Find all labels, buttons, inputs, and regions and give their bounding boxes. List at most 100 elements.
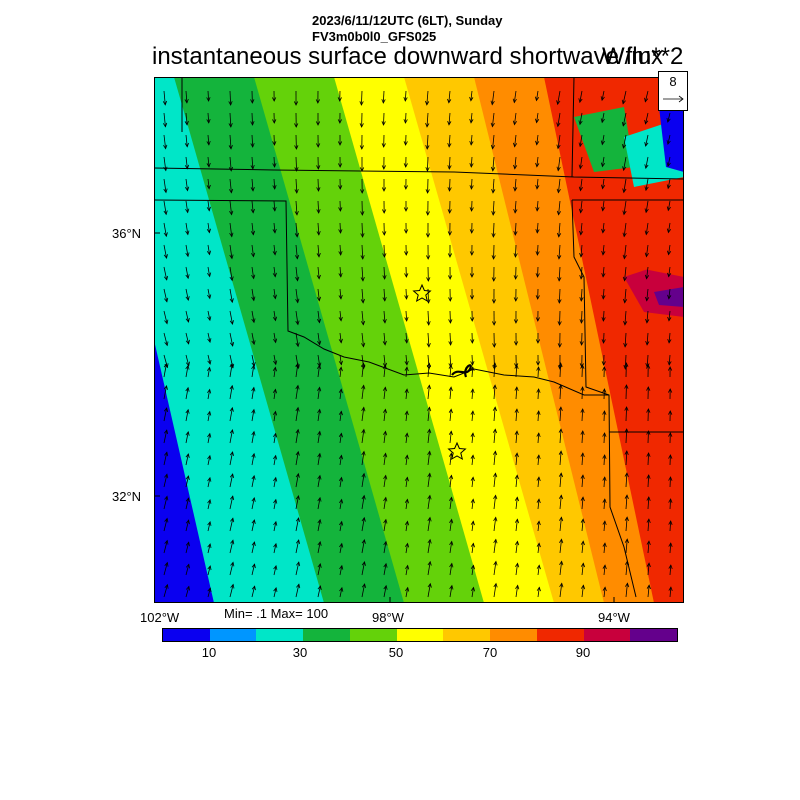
wind-vector — [337, 134, 343, 146]
wind-vector — [447, 178, 452, 192]
wind-vector — [469, 266, 475, 278]
lon-label-94w: 94°W — [598, 610, 630, 625]
wind-vector — [316, 310, 322, 324]
wind-vector — [644, 134, 649, 147]
wind-vector — [646, 452, 651, 466]
wind-vector — [317, 496, 322, 510]
wind-vector — [557, 332, 562, 348]
wind-vector — [425, 178, 430, 194]
wind-vector — [514, 364, 519, 378]
wind-vector — [337, 112, 343, 124]
colorbar-label-90: 90 — [575, 645, 591, 660]
wind-vector — [338, 354, 343, 366]
wind-vector — [207, 565, 212, 576]
wind-vector — [491, 222, 496, 238]
wind-vector — [361, 428, 366, 444]
wind-vector — [602, 586, 607, 598]
wind-vector — [207, 432, 212, 444]
wind-vector — [447, 134, 452, 148]
lon-label-98w: 98°W — [372, 610, 404, 625]
wind-vector — [403, 90, 408, 102]
wind-vector — [536, 410, 541, 422]
wind-vector — [536, 476, 541, 488]
wind-vector — [185, 585, 190, 598]
colorbar-label-70: 70 — [482, 645, 498, 660]
wind-vector — [580, 496, 585, 510]
wind-vector — [513, 288, 518, 302]
wind-vector — [668, 388, 673, 400]
wind-vector — [383, 562, 388, 576]
wind-vector — [361, 538, 366, 554]
star-marker-north — [412, 283, 432, 303]
wind-vector — [163, 310, 169, 325]
wind-vector — [381, 90, 386, 104]
wind-vector — [512, 112, 518, 126]
wind-vector — [317, 585, 322, 598]
wind-vector — [601, 332, 606, 344]
wind-vector — [602, 476, 607, 488]
wind-vector — [646, 562, 651, 576]
wind-vector — [207, 266, 212, 278]
wind-vector — [557, 288, 562, 304]
wind-vector — [558, 406, 563, 422]
wind-vector — [163, 407, 169, 422]
wind-vector — [447, 244, 453, 258]
wind-vector — [251, 310, 256, 324]
wind-vector — [470, 542, 475, 554]
wind-vector — [668, 542, 673, 554]
wind-vector — [403, 178, 409, 190]
wind-vector — [295, 472, 300, 488]
wind-vector — [535, 112, 540, 124]
wind-vector — [623, 332, 628, 348]
wind-vector — [251, 364, 256, 378]
wind-vector — [316, 288, 322, 302]
wind-vector — [295, 561, 301, 576]
wind-vector — [490, 134, 496, 150]
wind-vector — [272, 266, 277, 278]
wind-vector — [207, 476, 212, 488]
wind-vector — [491, 178, 496, 194]
wind-vector — [448, 430, 453, 444]
wind-vector — [403, 134, 408, 146]
wind-vector — [315, 112, 321, 126]
wind-vector — [163, 385, 168, 400]
wind-vector — [383, 540, 388, 554]
wind-vector — [646, 584, 651, 598]
wind-vector — [337, 156, 343, 168]
wind-vector — [251, 519, 256, 532]
wind-vector — [469, 222, 474, 234]
wind-vector — [668, 520, 673, 532]
wind-vector — [382, 408, 388, 422]
wind-vector — [250, 200, 255, 214]
wind-vector — [536, 498, 541, 510]
wind-vector — [425, 112, 430, 128]
wind-vector — [383, 474, 388, 488]
wind-vector — [514, 386, 519, 400]
wind-vector — [624, 516, 629, 532]
wind-vector — [491, 200, 496, 216]
wind-vector — [403, 200, 409, 212]
wind-vector — [162, 90, 168, 106]
wind-vector — [425, 200, 430, 216]
wind-vector — [339, 542, 344, 554]
wind-vector — [229, 451, 234, 466]
wind-vector — [272, 288, 277, 300]
wind-vector — [185, 408, 190, 422]
wind-vector — [338, 476, 344, 488]
wind-vector — [295, 517, 300, 532]
wind-vector — [163, 266, 169, 281]
wind-vector — [469, 178, 474, 190]
wind-vector — [580, 408, 585, 422]
reference-vector-box: 8 — [658, 71, 688, 111]
field-patch — [574, 107, 634, 172]
wind-vector — [229, 406, 234, 422]
wind-vector — [381, 134, 386, 148]
wind-vector — [623, 310, 628, 326]
wind-vector — [338, 366, 343, 378]
wind-vector — [449, 496, 454, 510]
wind-vector — [448, 364, 453, 378]
wind-vector — [163, 473, 169, 488]
wind-vector — [295, 583, 301, 598]
wind-vector — [273, 498, 278, 510]
wind-vector — [556, 178, 561, 194]
